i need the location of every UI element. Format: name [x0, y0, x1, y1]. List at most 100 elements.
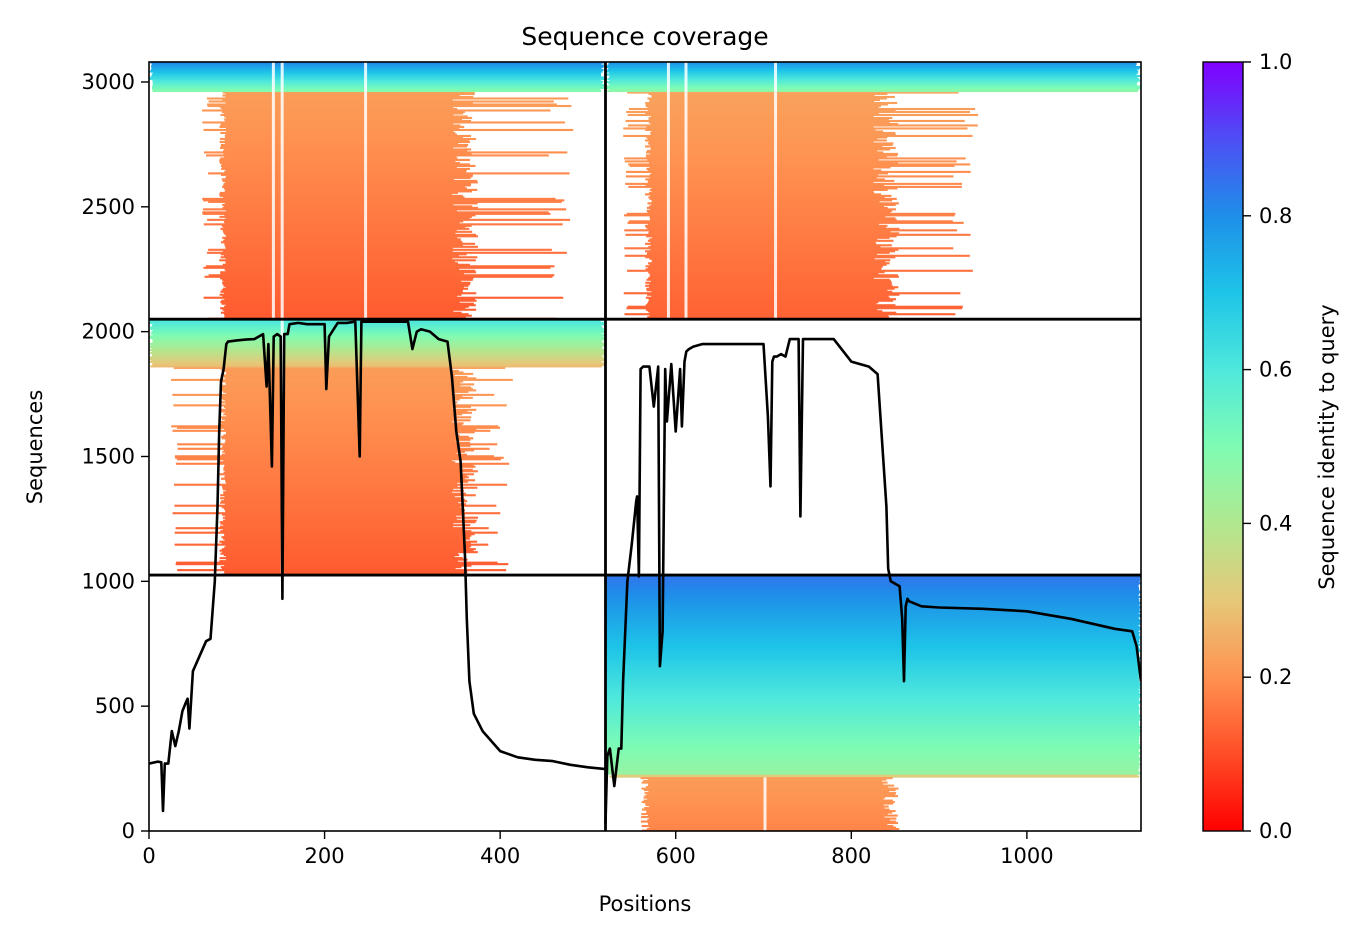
heatmap-row [222, 283, 471, 286]
heatmap-row [649, 311, 897, 314]
heatmap-row [203, 223, 563, 226]
heatmap-row [221, 506, 461, 509]
heatmap-row [221, 178, 454, 181]
heatmap-row [220, 113, 454, 117]
heatmap-row [220, 420, 453, 423]
heatmap-row [605, 745, 1141, 748]
x-tick-label: 400 [480, 844, 520, 868]
heatmap-row [219, 557, 463, 560]
heatmap-row [151, 74, 602, 78]
heatmap-row [624, 229, 958, 232]
heatmap-row [222, 229, 457, 232]
heatmap-row [225, 181, 478, 184]
heatmap-row [647, 97, 887, 100]
heatmap-row [645, 304, 896, 307]
heatmap-row [645, 103, 889, 106]
heatmap-row [651, 203, 896, 206]
heatmap-row [225, 247, 453, 250]
heatmap-row [605, 589, 1140, 592]
heatmap-row [219, 125, 465, 129]
heatmap-row [650, 131, 896, 135]
heatmap-row [175, 563, 509, 566]
heatmap-row [221, 446, 458, 449]
heatmap-row [222, 203, 454, 206]
heatmap-row [605, 679, 1139, 682]
heatmap-row [605, 648, 1140, 651]
heatmap-row [221, 110, 465, 114]
gap-streak [684, 62, 688, 320]
heatmap-row [225, 130, 454, 133]
heatmap-row [220, 368, 453, 371]
heatmap-row [645, 226, 886, 229]
heatmap-row [220, 530, 472, 533]
heatmap-row [225, 269, 476, 272]
heatmap-row [609, 71, 1138, 75]
heatmap-row [223, 405, 471, 408]
heatmap-row [222, 263, 470, 266]
heatmap-row [219, 410, 468, 413]
heatmap-row [628, 107, 976, 111]
heatmap-row [223, 232, 456, 235]
heatmap-row [207, 251, 567, 254]
heatmap-row [219, 194, 463, 197]
heatmap-row [605, 661, 1141, 664]
heatmap-row [226, 392, 455, 395]
heatmap-row [605, 86, 1141, 90]
heatmap-row [608, 82, 1137, 85]
heatmap-row [605, 706, 1140, 709]
heatmap-row [640, 820, 896, 823]
heatmap-row [174, 483, 508, 486]
heatmap-row [652, 236, 890, 239]
heatmap-row [225, 260, 455, 263]
heatmap-row [220, 501, 459, 504]
heatmap-row [605, 642, 1139, 645]
heatmap-row [177, 443, 498, 446]
heatmap-row [605, 676, 1140, 679]
heatmap-row [224, 464, 474, 467]
heatmap-row [651, 172, 888, 175]
heatmap-row [149, 336, 605, 339]
heatmap-row [608, 76, 1138, 79]
heatmap-row [605, 639, 1140, 642]
heatmap-row [605, 633, 1140, 636]
heatmap-row [623, 134, 973, 138]
heatmap-row [605, 630, 1139, 633]
heatmap-row [605, 693, 1141, 696]
heatmap-row [150, 356, 604, 359]
heatmap-row [605, 616, 1139, 619]
colorbar-tick-label: 0.8 [1259, 204, 1292, 228]
heatmap-row [645, 281, 892, 284]
heatmap-row [224, 139, 470, 142]
heatmap-row [641, 801, 895, 804]
heatmap-row [649, 188, 888, 191]
heatmap-row [225, 257, 453, 260]
heatmap-row [645, 145, 883, 148]
heatmap-row [605, 765, 1139, 768]
heatmap-row [605, 700, 1141, 703]
heatmap-row [207, 104, 572, 108]
heatmap-row [220, 241, 463, 244]
heatmap-row [219, 158, 471, 161]
heatmap-row [605, 663, 1141, 666]
heatmap-row [222, 488, 454, 491]
heatmap-row [219, 549, 474, 552]
heatmap-row [152, 79, 602, 82]
heatmap-row [647, 316, 890, 319]
heatmap-row [605, 708, 1140, 711]
heatmap-row [220, 374, 455, 377]
colorbar-tick-label: 1.0 [1259, 50, 1292, 74]
heatmap-row [225, 245, 479, 248]
heatmap-row [605, 666, 1140, 669]
heatmap-row [224, 503, 467, 506]
heatmap-row [224, 254, 459, 257]
heatmap-row [224, 305, 469, 308]
heatmap-row [605, 688, 1139, 691]
heatmap-row [223, 467, 462, 470]
heatmap-row [646, 167, 874, 170]
heatmap-row [202, 109, 551, 112]
heatmap-row [223, 239, 462, 242]
heatmap-row [220, 157, 458, 160]
heatmap-row [219, 461, 456, 464]
heatmap-row [605, 733, 1141, 736]
heatmap-row [223, 519, 477, 522]
